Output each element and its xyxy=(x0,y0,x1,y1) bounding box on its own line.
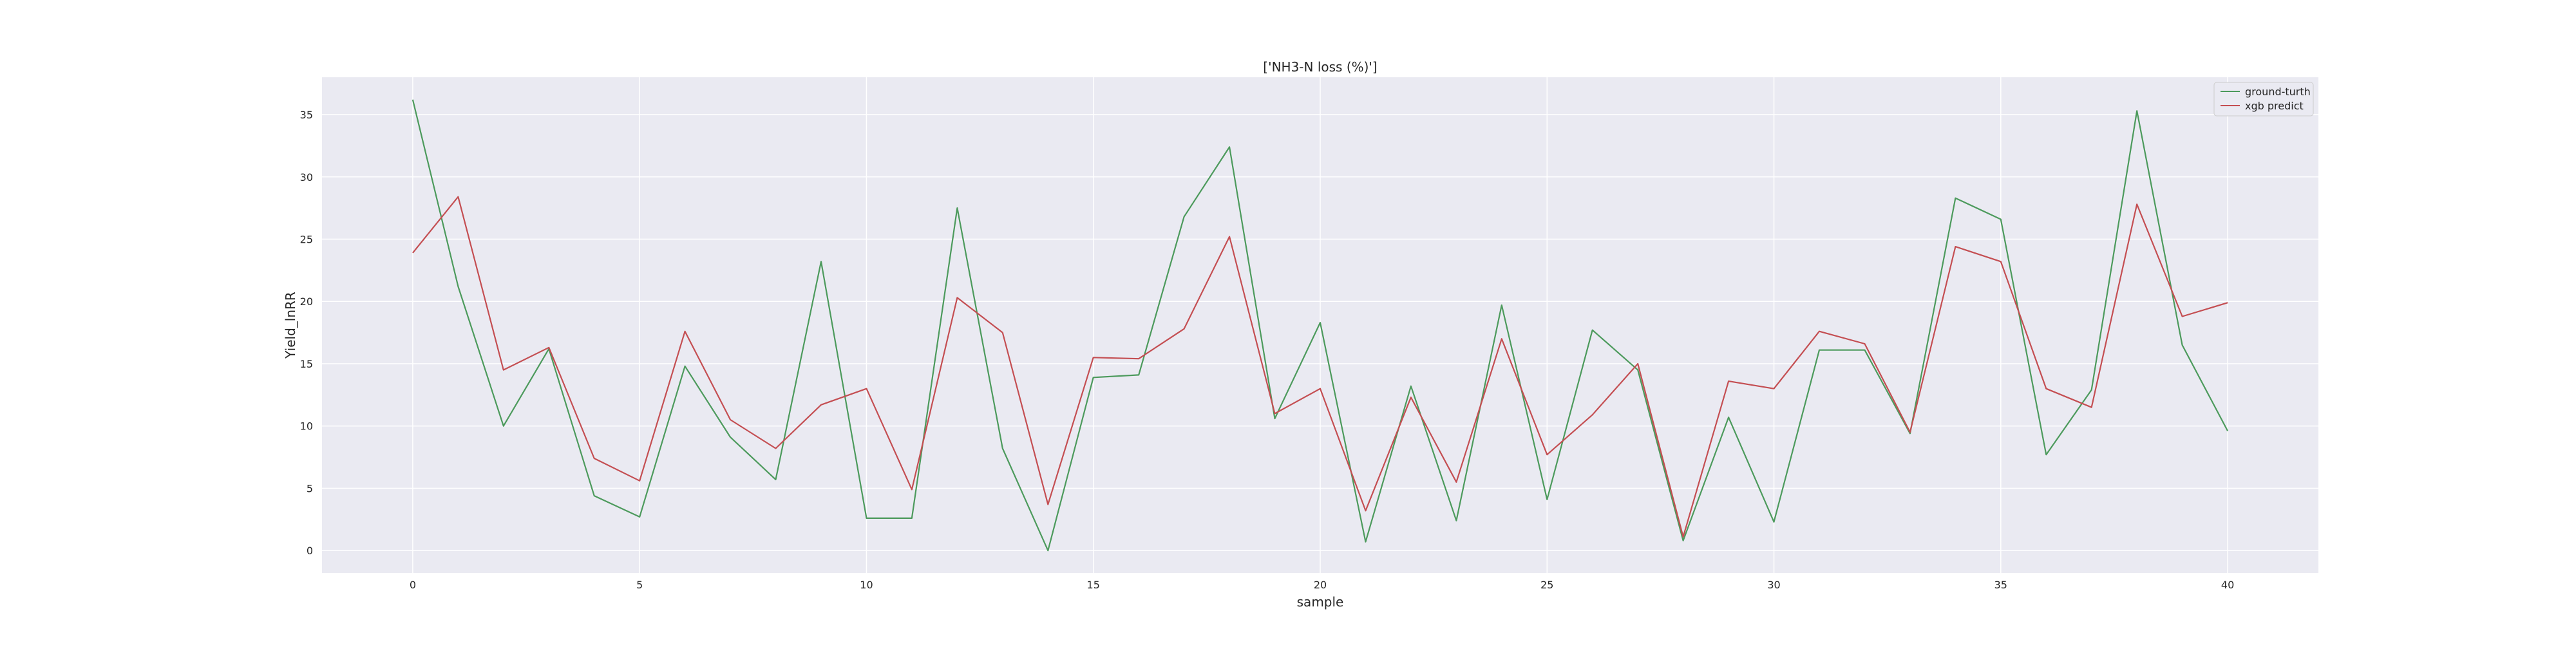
series-line-xgb-predict xyxy=(412,196,2228,538)
x-tick-label: 15 xyxy=(1087,579,1100,591)
x-tick-label: 0 xyxy=(410,579,416,591)
series-lines xyxy=(412,99,2229,552)
y-tick-label: 15 xyxy=(300,358,313,370)
y-tick-label: 0 xyxy=(307,545,313,557)
x-tick-label: 25 xyxy=(1540,579,1553,591)
y-tick-label: 25 xyxy=(300,234,313,246)
y-tick-label: 5 xyxy=(307,482,313,494)
x-tick-labels: 0 5 10 15 20 25 30 35 40 xyxy=(410,579,2234,591)
y-tick-label: 10 xyxy=(300,420,313,433)
x-tick-label: 10 xyxy=(860,579,873,591)
grid-lines xyxy=(322,77,2318,573)
y-axis-label: Yield_lnRR xyxy=(283,292,298,359)
y-tick-label: 35 xyxy=(300,109,313,121)
chart-title: ['NH3-N loss (%)'] xyxy=(1263,59,1377,75)
x-tick-label: 35 xyxy=(1994,579,2007,591)
x-axis-label: sample xyxy=(1297,594,1344,610)
y-tick-label: 20 xyxy=(300,295,313,308)
series-line-ground-turth xyxy=(412,99,2229,552)
legend: ground-turth xgb predict xyxy=(2213,82,2314,117)
x-tick-label: 20 xyxy=(1314,579,1327,591)
x-tick-label: 40 xyxy=(2221,579,2234,591)
x-tick-label: 30 xyxy=(1767,579,1780,591)
x-tick-label: 5 xyxy=(636,579,643,591)
legend-label-xgb-predict: xgb predict xyxy=(2245,100,2304,112)
y-tick-labels: 0 5 10 15 20 25 30 35 xyxy=(300,109,313,557)
y-tick-label: 30 xyxy=(300,171,313,183)
legend-label-ground-turth: ground-turth xyxy=(2245,86,2311,98)
